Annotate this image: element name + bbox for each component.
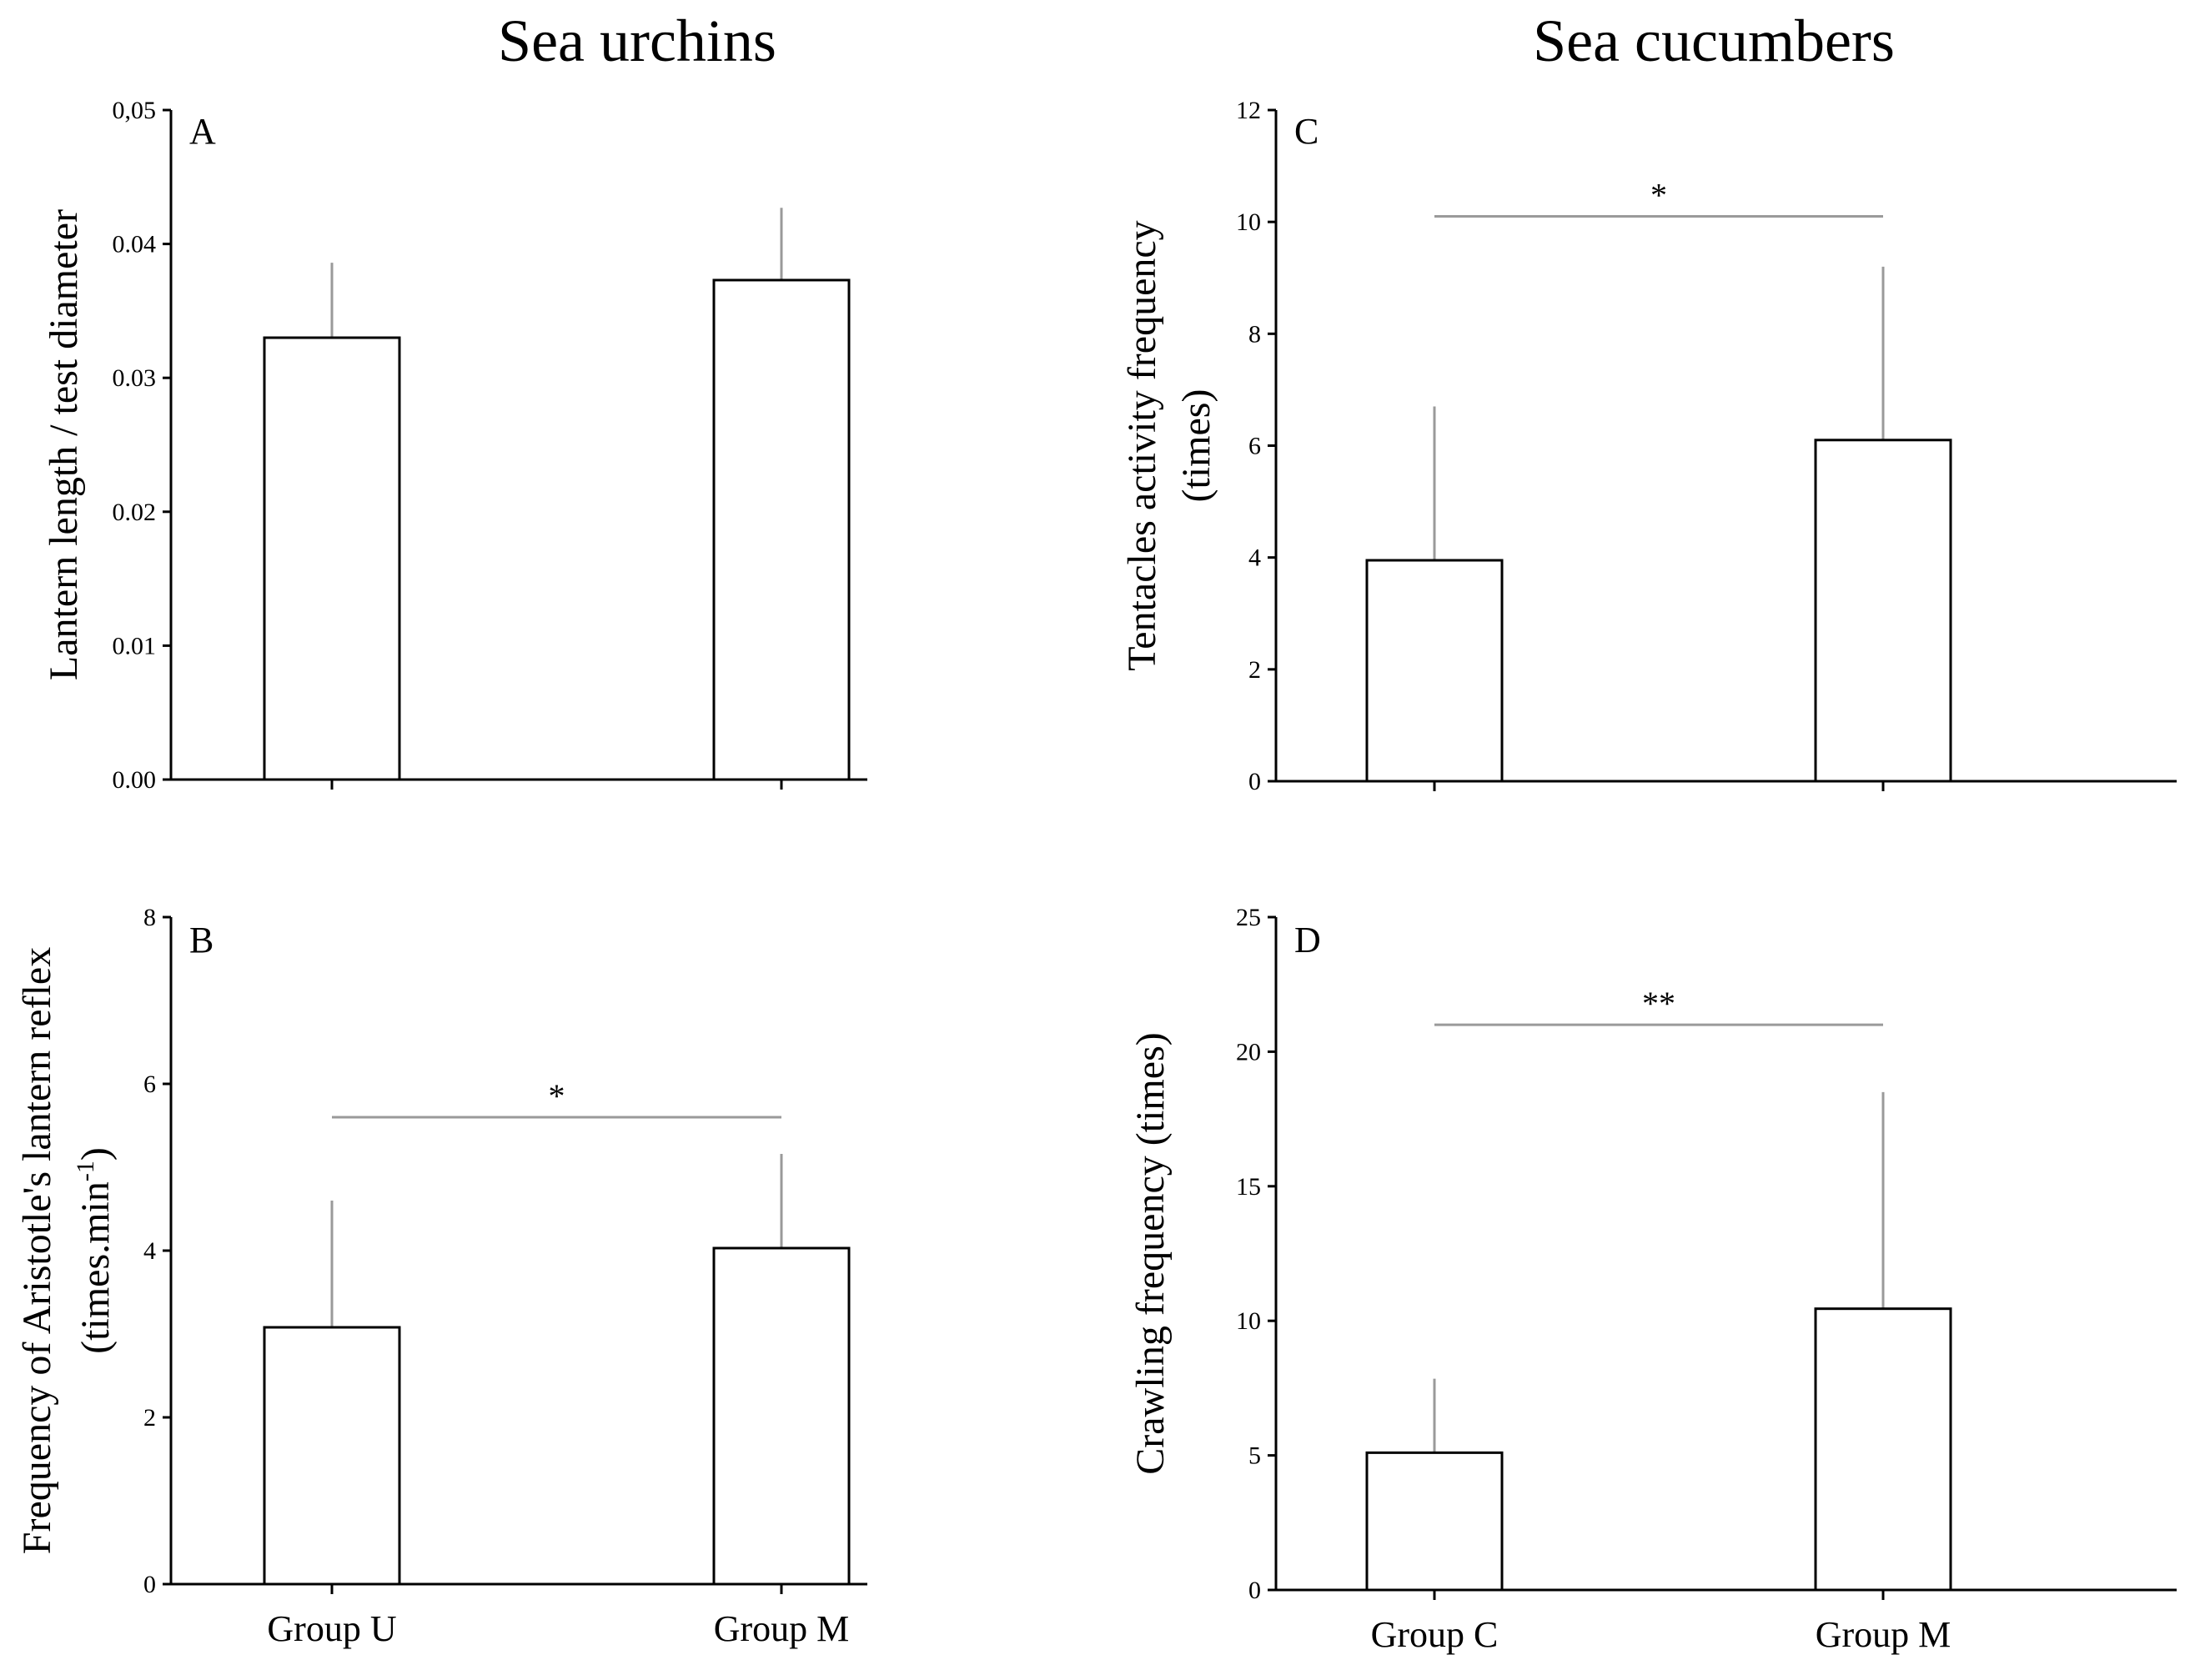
- panel-a-y-axis-label: Lantern length / test diameter: [42, 209, 86, 680]
- panel-d-category-label: Group M: [1816, 1614, 1951, 1655]
- panel-b-y-tick-label: 6: [143, 1071, 156, 1098]
- panel-b-bar: [263, 1326, 401, 1586]
- panel-b-category-label: Group U: [267, 1608, 396, 1649]
- panel-a-y-tick-label: 0.04: [113, 231, 157, 258]
- panel-b-bar: [712, 1246, 851, 1586]
- panel-b-letter: B: [189, 920, 213, 960]
- panel-b-y-axis-units-text: (times.min: [73, 1181, 118, 1354]
- panel-b-y-tick-label: 2: [143, 1404, 156, 1432]
- panel-b-category-label: Group M: [714, 1608, 850, 1649]
- panel-a-y-tick-label: 0.01: [113, 632, 157, 659]
- panel-a-letter: A: [189, 111, 216, 152]
- panel-c-bar: [1365, 559, 1504, 783]
- panel-b-y-axis-label: Frequency of Aristotle's lantern reflex: [15, 947, 59, 1554]
- panel-a-y-tick-label: 0.03: [113, 364, 157, 392]
- panel-b-significance-marker: *: [549, 1077, 565, 1115]
- panel-d-y-axis-label: Crawling frequency (times): [1128, 1032, 1173, 1474]
- panel-c-y-tick-label: 2: [1248, 656, 1261, 684]
- panel-c-y-axis-label: Tentacles activity frequency: [1120, 220, 1164, 670]
- panel-d-y-tick-label: 5: [1248, 1442, 1261, 1470]
- panel-c-y-axis-label-units: (times): [1174, 389, 1218, 503]
- panel-c-y-tick-label: 12: [1236, 97, 1261, 124]
- panel-a-y-tick-label: 0,05: [113, 97, 157, 124]
- panel-b-y-tick-label: 0: [143, 1571, 156, 1598]
- panel-a-bar: [712, 278, 851, 781]
- panel-d-bar: [1814, 1307, 1952, 1592]
- panel-c-y-tick-label: 8: [1248, 320, 1261, 348]
- panel-b-y-tick-label: 8: [143, 904, 156, 931]
- panel-a-bar: [263, 336, 401, 781]
- panel-c-y-axis-units-text: (times): [1174, 389, 1218, 503]
- panel-b-y-axis-units-close: ): [73, 1147, 118, 1161]
- panel-c-significance-marker: *: [1650, 176, 1667, 213]
- panel-b-y-axis-label-units: (times.min-1): [72, 1147, 118, 1354]
- panel-c-y-tick-label: 10: [1236, 208, 1261, 236]
- sea-cucumbers-title: Sea cucumbers: [1533, 8, 1895, 74]
- panel-d-significance-marker: **: [1642, 985, 1675, 1022]
- panel-d-y-tick-label: 20: [1236, 1038, 1261, 1066]
- panel-c-bar: [1814, 439, 1952, 783]
- panel-d-bar: [1365, 1451, 1504, 1592]
- sea-urchins-title: Sea urchins: [498, 8, 776, 74]
- panel-b-y-tick-label: 4: [143, 1237, 156, 1265]
- panel-c-y-tick-label: 4: [1248, 544, 1261, 572]
- panel-c-y-tick-label: 0: [1248, 768, 1261, 795]
- panel-d-letter: D: [1294, 920, 1321, 960]
- panel-d-y-tick-label: 10: [1236, 1307, 1261, 1335]
- panel-a-y-tick-label: 0.00: [113, 766, 157, 794]
- panel-d-y-tick-label: 0: [1248, 1577, 1261, 1604]
- panel-a-y-tick-label: 0.02: [113, 499, 157, 526]
- panel-d-y-tick-label: 15: [1236, 1173, 1261, 1201]
- panel-d-y-tick-label: 25: [1236, 904, 1261, 931]
- panel-b-y-axis-units-superscript: -1: [72, 1161, 99, 1181]
- panel-c-letter: C: [1294, 111, 1319, 152]
- panel-d-category-label: Group C: [1371, 1614, 1499, 1655]
- panel-c-y-tick-label: 6: [1248, 433, 1261, 460]
